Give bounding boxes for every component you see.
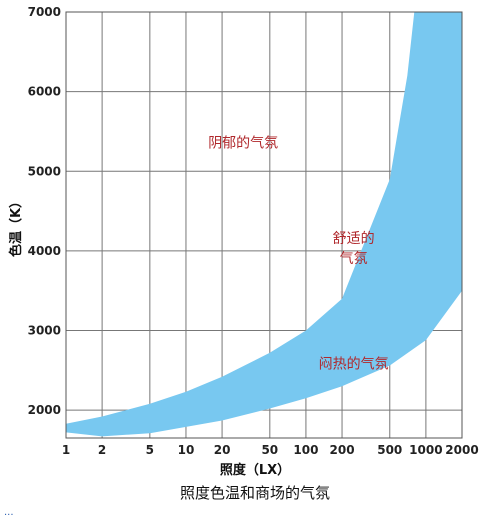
region-label: 气氛 [340,251,368,267]
x-tick-label: 10 [178,443,195,457]
x-tick-label: 20 [214,443,231,457]
x-tick-label: 1000 [409,443,442,457]
plot-border [65,11,463,439]
x-tick-label: 100 [293,443,318,457]
x-tick-label: 2000 [445,443,478,457]
x-axis-label: 照度（LX） [220,462,290,478]
chart-title: 照度色温和商场的气氛 [180,484,330,502]
region-label: 闷热的气氛 [319,357,389,373]
region-label: 阴郁的气氛 [208,135,278,151]
y-axis-label: 色温（K） [8,195,24,257]
x-tick-label: 2 [98,443,106,457]
y-tick-label: 5000 [28,164,61,178]
y-tick-label: 4000 [28,244,61,258]
x-tick-label: 50 [261,443,278,457]
band [66,12,462,437]
tick-labels: 1 2 5 10 20 50 100 200 500 1000 200020003000400050… [28,5,479,457]
x-tick-label: 5 [146,443,154,457]
x-tick-label: 1 [62,443,70,457]
comfort-band [66,12,462,437]
y-tick-label: 6000 [28,85,61,99]
region-label: 舒适的 [333,231,375,247]
footer-text: ... [4,507,14,518]
x-tick-label: 500 [377,443,402,457]
y-tick-label: 7000 [28,5,61,19]
x-tick-label: 200 [330,443,355,457]
plot-frame [65,11,463,439]
y-tick-label: 3000 [28,324,61,338]
y-tick-label: 2000 [28,403,61,417]
